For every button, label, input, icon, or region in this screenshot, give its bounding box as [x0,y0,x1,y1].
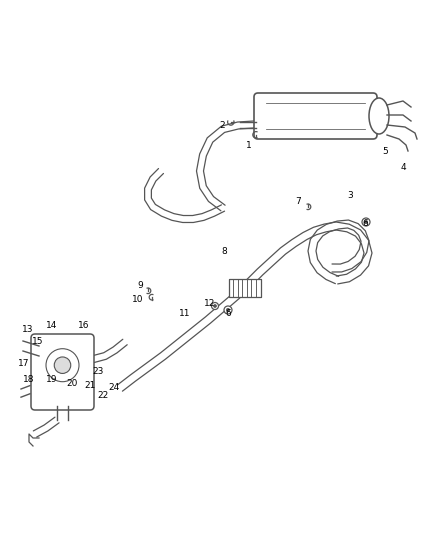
Text: 9: 9 [137,280,143,289]
Ellipse shape [369,98,389,134]
Text: 15: 15 [32,336,44,345]
Circle shape [46,349,79,382]
FancyBboxPatch shape [229,279,261,297]
Text: 2: 2 [219,120,225,130]
Text: 19: 19 [46,376,58,384]
Text: 20: 20 [66,378,78,387]
FancyBboxPatch shape [31,334,94,410]
Text: 12: 12 [204,300,215,309]
Text: 23: 23 [92,367,104,376]
Text: 1: 1 [246,141,252,149]
Text: 5: 5 [382,148,388,157]
Text: 21: 21 [84,382,95,391]
Circle shape [54,357,71,374]
Circle shape [214,304,216,308]
Text: 11: 11 [179,309,191,318]
Text: 16: 16 [78,321,90,330]
Text: 10: 10 [132,295,144,303]
Text: 6: 6 [362,220,368,229]
Text: 7: 7 [295,198,301,206]
Text: 6: 6 [225,310,231,319]
Text: 13: 13 [22,326,34,335]
Circle shape [212,303,219,310]
Circle shape [224,306,232,314]
Text: 18: 18 [23,376,35,384]
Circle shape [362,218,370,226]
Circle shape [226,309,230,312]
Text: 3: 3 [347,191,353,200]
Text: 22: 22 [97,392,109,400]
Text: 14: 14 [46,320,58,329]
Circle shape [364,221,367,224]
Text: 4: 4 [400,163,406,172]
Text: 24: 24 [108,384,120,392]
Text: 17: 17 [18,359,30,368]
FancyBboxPatch shape [254,93,377,139]
Text: 8: 8 [221,247,227,256]
